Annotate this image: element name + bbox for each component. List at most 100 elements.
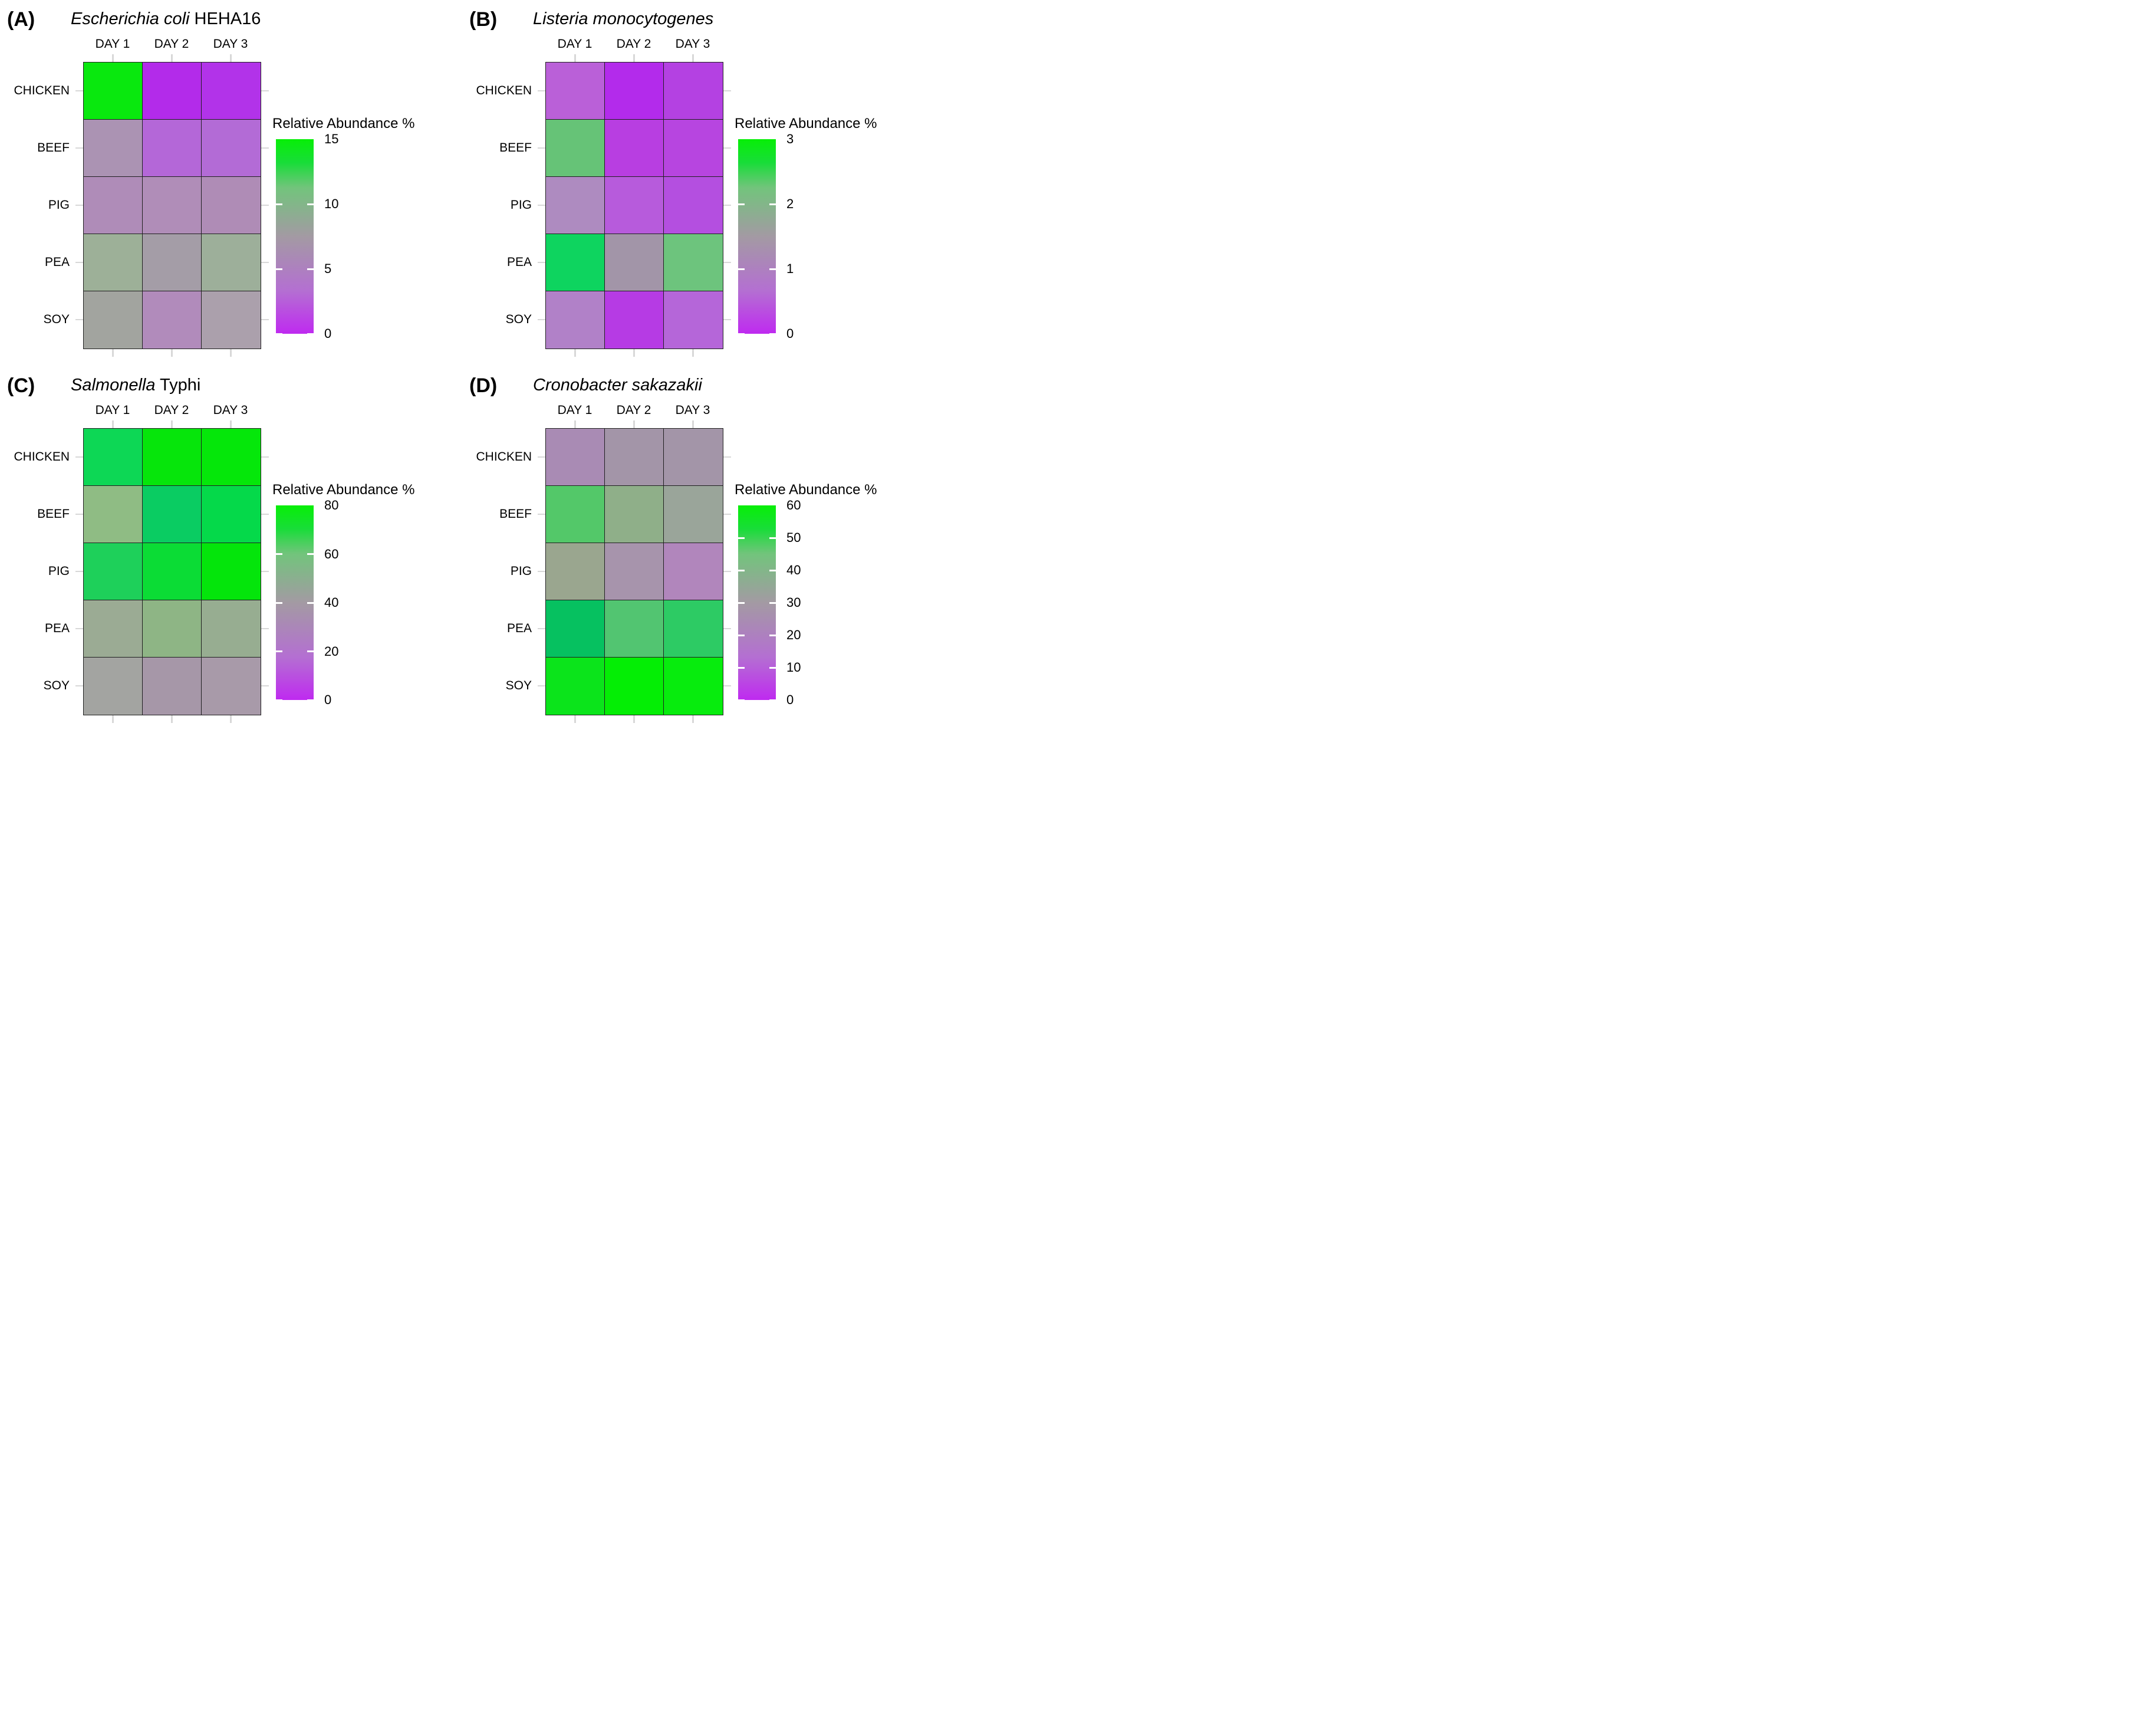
row-label: PEA <box>44 255 70 269</box>
panel-d-header: (D) Cronobacter sakazakii <box>462 374 924 400</box>
heatmap-cell <box>546 429 605 486</box>
axis-tick-top <box>230 54 232 62</box>
row-label: PIG <box>48 564 70 578</box>
legend-tick-notch <box>307 650 314 652</box>
legend-tick-label: 10 <box>324 196 339 211</box>
panel-title-italic: Salmonella <box>71 376 156 395</box>
axis-tick-bottom <box>112 349 114 357</box>
legend-tick-label: 0 <box>786 692 794 707</box>
axis-tick-left <box>538 627 545 629</box>
axis-tick-top <box>171 54 173 62</box>
legend-title: Relative Abundance % <box>272 116 415 132</box>
legend-tick-label: 10 <box>786 660 801 675</box>
axis-tick-right <box>261 570 269 572</box>
heatmap: DAY 1 DAY 2 DAY 3 CHICKEN BEEF PIG PEA SOY <box>467 400 738 731</box>
figure-heatmap-panels: (A) Escherichia coli HEHA16 DAY 1 DAY 2 DA… <box>0 0 924 732</box>
axis-tick-right <box>261 204 269 206</box>
axis-tick-right <box>723 204 731 206</box>
row-label: SOY <box>43 678 70 692</box>
heatmap-grid <box>83 428 261 715</box>
heatmap-cell <box>143 120 202 177</box>
legend: Relative Abundance % 15 10 5 0 <box>272 116 453 341</box>
legend-tick-notch <box>307 268 314 270</box>
heatmap-cell <box>84 291 143 349</box>
heatmap-cell <box>605 63 664 120</box>
axis-tick-top <box>574 54 576 62</box>
axis-tick-top <box>112 420 114 428</box>
axis-tick-bottom <box>112 715 114 723</box>
panel-d: (D) Cronobacter sakazakii DAY 1 DAY 2 DAY … <box>462 366 924 732</box>
heatmap-cell <box>202 291 261 349</box>
legend-tick-label: 40 <box>324 595 339 610</box>
axis-tick-right <box>723 261 731 263</box>
axis-tick-right <box>723 147 731 149</box>
heatmap-cell <box>143 429 202 486</box>
legend-tick-notch <box>738 634 745 636</box>
legend-tick-notch <box>276 602 282 604</box>
axis-tick-top <box>171 420 173 428</box>
row-label: PIG <box>510 198 532 212</box>
legend-tick-label: 2 <box>786 196 794 211</box>
axis-tick-left <box>75 204 83 206</box>
heatmap-cell <box>84 63 143 120</box>
legend: Relative Abundance % 80 60 40 20 0 <box>272 482 453 707</box>
panel-title: Cronobacter sakazakii <box>533 376 702 395</box>
panel-c-header: (C) Salmonella Typhi <box>0 374 462 400</box>
heatmap-cell <box>202 177 261 234</box>
heatmap-cell <box>664 429 723 486</box>
row-label: CHICKEN <box>14 83 70 97</box>
legend-tick-notch <box>738 537 745 539</box>
row-label: PEA <box>506 255 532 269</box>
legend-tick-notch <box>769 634 776 636</box>
heatmap-grid <box>545 62 723 349</box>
panel-title-regular: Typhi <box>155 376 201 395</box>
legend-tick-label: 60 <box>786 498 801 512</box>
heatmap-cell <box>143 600 202 658</box>
legend-tick-label: 15 <box>324 132 339 146</box>
axis-tick-top <box>574 420 576 428</box>
legend: Relative Abundance % 3 2 1 0 <box>735 116 915 341</box>
axis-tick-top <box>633 54 635 62</box>
legend-tick-notch <box>276 268 282 270</box>
axis-tick-bottom <box>574 349 576 357</box>
legend-tick-label: 50 <box>786 530 801 545</box>
heatmap-cell <box>202 486 261 543</box>
heatmap-cell <box>605 543 664 600</box>
heatmap-cell <box>664 486 723 543</box>
heatmap-cell <box>605 120 664 177</box>
axis-tick-bottom <box>633 349 635 357</box>
axis-tick-right <box>723 456 731 458</box>
column-label: DAY 1 <box>95 37 130 51</box>
row-label: BEEF <box>499 507 532 521</box>
heatmap-cell <box>202 63 261 120</box>
legend-tick-label: 80 <box>324 498 339 512</box>
legend-tick-notch <box>276 553 282 555</box>
axis-tick-right <box>261 318 269 320</box>
row-label: CHICKEN <box>476 83 532 97</box>
axis-tick-left <box>75 261 83 263</box>
row-label: PEA <box>506 621 532 635</box>
axis-tick-left <box>538 90 545 91</box>
heatmap-cell <box>143 291 202 349</box>
legend-tick-notch <box>307 333 314 335</box>
legend-tick-notch <box>307 699 314 701</box>
axis-tick-right <box>723 570 731 572</box>
axis-tick-left <box>75 627 83 629</box>
legend-bar-wrap: 3 2 1 0 <box>738 132 794 341</box>
legend-tick-notch <box>769 537 776 539</box>
column-label: DAY 2 <box>154 403 189 417</box>
heatmap-cell <box>546 658 605 715</box>
axis-tick-left <box>75 318 83 320</box>
heatmap-cell <box>202 543 261 600</box>
heatmap-cell <box>605 600 664 658</box>
heatmap-cell <box>84 429 143 486</box>
panel-c: (C) Salmonella Typhi DAY 1 DAY 2 DAY 3 CHIC… <box>0 366 462 732</box>
heatmap-cell <box>202 429 261 486</box>
heatmap-cell <box>143 177 202 234</box>
legend-tick-label: 30 <box>786 595 801 610</box>
heatmap-cell <box>143 658 202 715</box>
heatmap-cell <box>664 120 723 177</box>
panel-a: (A) Escherichia coli HEHA16 DAY 1 DAY 2 DA… <box>0 0 462 366</box>
legend-tick-label: 1 <box>786 261 794 276</box>
panel-b-header: (B) Listeria monocytogenes <box>462 8 924 34</box>
